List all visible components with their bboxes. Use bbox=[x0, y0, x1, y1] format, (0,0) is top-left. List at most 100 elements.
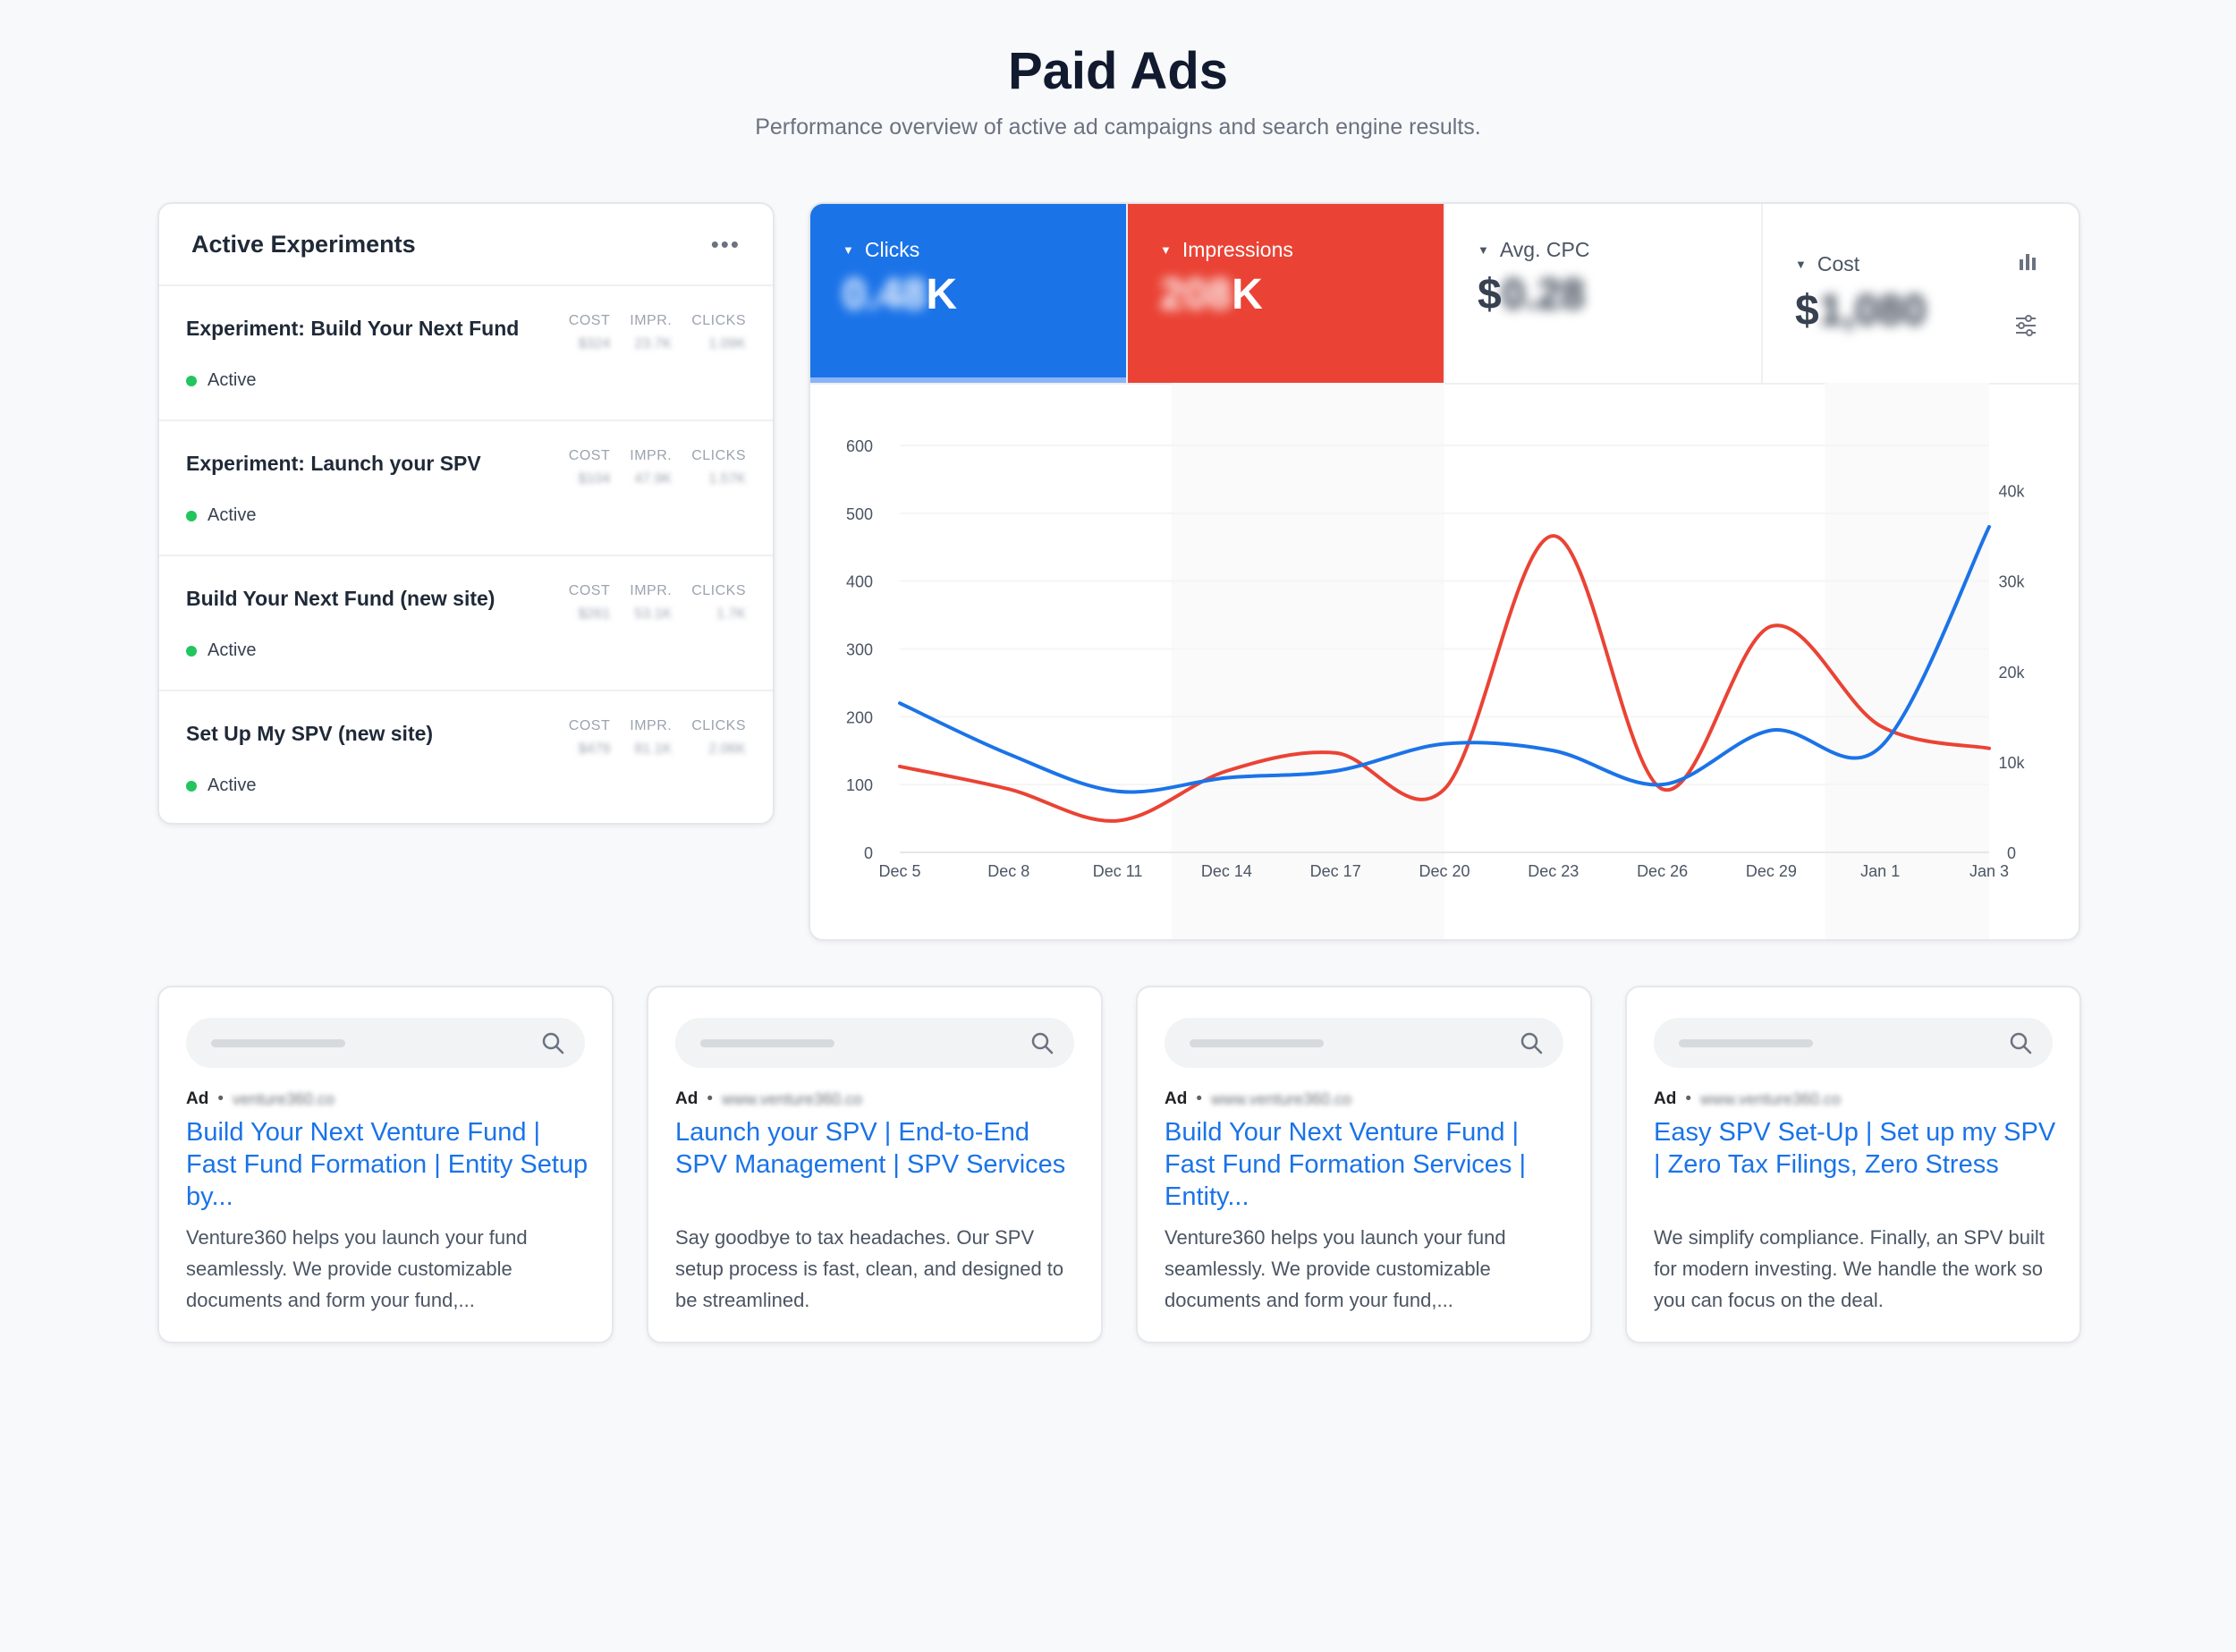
metric-value-clicks: 1.09K bbox=[708, 336, 746, 352]
search-ad-card[interactable]: Ad • venture360.co Build Your Next Ventu… bbox=[157, 986, 614, 1343]
experiment-metrics: COST $104 IMPR. 47.9K CLICKS 1.57K bbox=[569, 448, 746, 487]
kpi-tab-avg-cpc[interactable]: ▼ Avg. CPC $0.28 bbox=[1445, 204, 1763, 383]
metric-label-impr: IMPR. bbox=[630, 583, 673, 598]
ad-description: Say goodbye to tax headaches. Our SPV se… bbox=[675, 1226, 1064, 1311]
x-axis-tick-label: Dec 8 bbox=[987, 862, 1029, 880]
kpi-tab-impressions[interactable]: ▼ Impressions 208K bbox=[1128, 204, 1445, 383]
x-axis-tick-label: Dec 14 bbox=[1201, 862, 1252, 880]
y-axis-right-tick-label: 30k bbox=[1998, 573, 2025, 591]
search-icon[interactable] bbox=[540, 1030, 565, 1055]
ad-label: Ad bbox=[1165, 1089, 1188, 1108]
experiment-status: Active bbox=[186, 775, 256, 796]
metric-label-cost: COST bbox=[568, 313, 611, 328]
y-axis-left-tick-label: 500 bbox=[846, 505, 873, 523]
ad-label: Ad bbox=[675, 1089, 699, 1108]
x-axis-tick-label: Jan 1 bbox=[1860, 862, 1900, 880]
search-ad-card[interactable]: Ad • www.venture360.co Launch your SPV |… bbox=[647, 986, 1103, 1343]
metric-value-cost: $324 bbox=[578, 336, 611, 352]
kpi-tab-clicks[interactable]: ▼ Clicks 0.48K bbox=[810, 204, 1128, 383]
ad-url[interactable]: www.venture360.co bbox=[1699, 1089, 1842, 1108]
experiment-status: Active bbox=[186, 370, 256, 391]
caret-down-icon: ▼ bbox=[1160, 243, 1172, 257]
ad-title-link[interactable]: Build Your Next Venture Fund | Fast Fund… bbox=[186, 1118, 589, 1211]
more-horizontal-icon[interactable]: ••• bbox=[710, 230, 741, 258]
x-axis-tick-label: Dec 29 bbox=[1746, 862, 1797, 880]
search-ad-card[interactable]: Ad • www.venture360.co Easy SPV Set-Up |… bbox=[1625, 986, 2081, 1343]
caret-down-icon: ▼ bbox=[843, 243, 854, 257]
search-icon[interactable] bbox=[1519, 1030, 1544, 1055]
metric-value-cost: $104 bbox=[578, 471, 611, 487]
ad-meta: Ad • venture360.co bbox=[186, 1089, 335, 1109]
search-placeholder-line bbox=[211, 1039, 345, 1047]
separator-dot: • bbox=[217, 1089, 224, 1108]
kpi-tab-cost[interactable]: ▼ Cost $1,080 bbox=[1763, 204, 2079, 383]
ad-meta: Ad • www.venture360.co bbox=[1654, 1089, 1841, 1109]
y-axis-left-tick-label: 300 bbox=[846, 641, 873, 659]
search-ad-card[interactable]: Ad • www.venture360.co Build Your Next V… bbox=[1136, 986, 1592, 1343]
y-axis-left-tick-label: 100 bbox=[846, 776, 873, 794]
ad-description: We simplify compliance. Finally, an SPV … bbox=[1654, 1226, 2045, 1311]
separator-dot: • bbox=[1685, 1089, 1691, 1108]
kpi-label: Avg. CPC bbox=[1499, 238, 1590, 261]
x-axis-tick-label: Dec 23 bbox=[1528, 862, 1579, 880]
kpi-value: $0.28 bbox=[1478, 271, 1586, 318]
metric-value-clicks: 1.7K bbox=[716, 606, 746, 622]
ad-meta: Ad • www.venture360.co bbox=[675, 1089, 862, 1109]
ad-label: Ad bbox=[1654, 1089, 1677, 1108]
chart-band bbox=[1171, 383, 1444, 939]
search-input[interactable] bbox=[1165, 1018, 1563, 1068]
search-input[interactable] bbox=[1654, 1018, 2053, 1068]
y-axis-left-tick-label: 0 bbox=[864, 844, 873, 862]
sliders-icon[interactable] bbox=[2014, 315, 2037, 336]
caret-down-icon: ▼ bbox=[1795, 258, 1807, 271]
bar-chart-icon[interactable] bbox=[2018, 252, 2037, 272]
experiment-row[interactable]: Experiment: Launch your SPV Active COST $… bbox=[159, 421, 773, 556]
experiment-row[interactable]: Experiment: Build Your Next Fund Active … bbox=[159, 286, 773, 421]
performance-chart-card: ▼ Clicks 0.48K ▼ Impressions 208K ▼ Avg. CP… bbox=[809, 202, 2080, 941]
metric-label-cost: COST bbox=[568, 583, 611, 598]
experiment-name: Experiment: Build Your Next Fund bbox=[186, 317, 520, 340]
ad-title-link[interactable]: Build Your Next Venture Fund | Fast Fund… bbox=[1165, 1118, 1527, 1211]
search-input[interactable] bbox=[675, 1018, 1074, 1068]
experiment-status: Active bbox=[186, 505, 256, 526]
experiment-name: Build Your Next Fund (new site) bbox=[186, 587, 495, 610]
ad-title-link[interactable]: Easy SPV Set-Up | Set up my SPV | Zero T… bbox=[1654, 1118, 2056, 1179]
y-axis-right-tick-label: 0 bbox=[2007, 844, 2016, 862]
search-icon[interactable] bbox=[1029, 1030, 1054, 1055]
metric-value-clicks: 1.57K bbox=[708, 471, 746, 487]
experiment-name: Set Up My SPV (new site) bbox=[186, 722, 434, 745]
search-input[interactable] bbox=[186, 1018, 585, 1068]
experiments-title: Active Experiments bbox=[191, 230, 416, 258]
separator-dot: • bbox=[707, 1089, 713, 1108]
ad-description: Venture360 helps you launch your fund se… bbox=[1165, 1226, 1506, 1311]
experiment-row[interactable]: Set Up My SPV (new site) Active COST $479… bbox=[159, 691, 773, 823]
ad-description: Venture360 helps you launch your fund se… bbox=[186, 1226, 528, 1311]
metric-value-impr: 81.1K bbox=[634, 741, 673, 757]
x-axis-tick-label: Dec 5 bbox=[878, 862, 920, 880]
ad-label: Ad bbox=[186, 1089, 209, 1108]
page-subtitle: Performance overview of active ad campai… bbox=[755, 114, 1481, 140]
metric-label-clicks: CLICKS bbox=[691, 448, 746, 463]
ad-meta: Ad • www.venture360.co bbox=[1165, 1089, 1351, 1109]
metric-value-impr: 23.7K bbox=[634, 336, 673, 352]
y-axis-right-tick-label: 40k bbox=[1998, 483, 2025, 501]
search-icon[interactable] bbox=[2008, 1030, 2033, 1055]
experiments-header: Active Experiments ••• bbox=[159, 204, 773, 286]
series-line-clicks bbox=[898, 525, 1991, 794]
y-axis-left-tick-label: 200 bbox=[846, 708, 873, 726]
ad-url[interactable]: venture360.co bbox=[232, 1089, 335, 1108]
experiment-metrics: COST $324 IMPR. 23.7K CLICKS 1.09K bbox=[569, 313, 746, 352]
ad-title-link[interactable]: Launch your SPV | End-to-End SPV Managem… bbox=[675, 1118, 1066, 1179]
experiment-row[interactable]: Build Your Next Fund (new site) Active C… bbox=[159, 556, 773, 691]
metric-value-clicks: 2.06K bbox=[708, 741, 746, 757]
y-axis-left-tick-label: 400 bbox=[846, 573, 873, 591]
search-placeholder-line bbox=[700, 1039, 834, 1047]
ad-url[interactable]: www.venture360.co bbox=[721, 1089, 863, 1108]
metric-label-clicks: CLICKS bbox=[691, 313, 746, 328]
metric-label-impr: IMPR. bbox=[630, 448, 673, 463]
status-dot bbox=[186, 375, 197, 386]
series-line-impressions bbox=[898, 534, 1991, 823]
ad-url[interactable]: www.venture360.co bbox=[1210, 1089, 1352, 1108]
status-dot bbox=[186, 780, 197, 792]
x-axis-tick-label: Dec 11 bbox=[1093, 862, 1143, 880]
